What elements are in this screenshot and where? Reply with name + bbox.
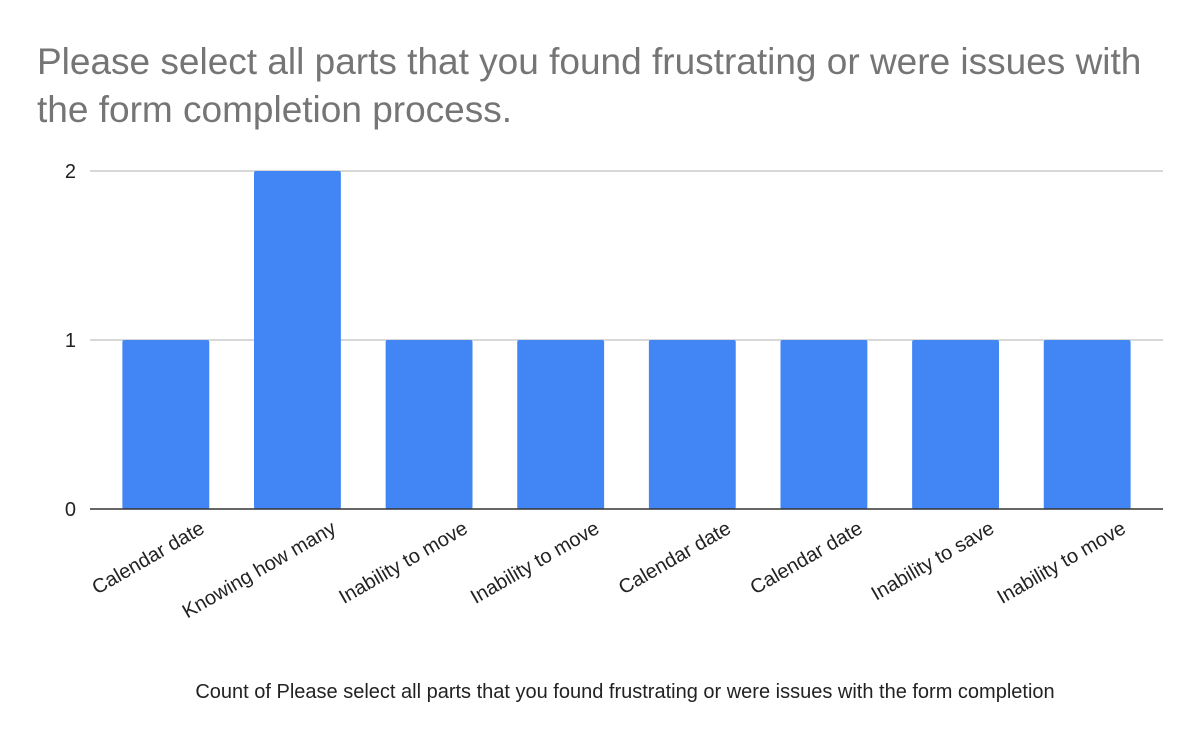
x-tick-label: Inability to save bbox=[868, 517, 998, 605]
bars bbox=[122, 171, 1131, 509]
bar bbox=[385, 340, 473, 509]
bar bbox=[648, 340, 736, 509]
chart-title: Please select all parts that you found f… bbox=[37, 41, 1142, 130]
x-tick-label: Inability to move bbox=[994, 517, 1130, 608]
x-tick-label: Inability to move bbox=[335, 517, 471, 608]
x-tick-label: Inability to move bbox=[467, 517, 603, 608]
x-tick-label: Calendar date bbox=[615, 517, 735, 599]
bar bbox=[912, 340, 999, 509]
bar bbox=[517, 340, 605, 509]
x-tick-label: Calendar date bbox=[747, 517, 867, 599]
x-axis-label: Count of Please select all parts that yo… bbox=[195, 681, 1054, 703]
bar bbox=[122, 340, 210, 509]
x-tick-label: Calendar date bbox=[88, 517, 208, 599]
gridlines bbox=[90, 170, 1163, 341]
bar bbox=[1043, 340, 1131, 509]
y-tick-label: 1 bbox=[65, 330, 76, 352]
y-tick-label: 0 bbox=[65, 499, 76, 521]
bar bbox=[254, 171, 341, 509]
bar bbox=[780, 340, 868, 509]
y-axis-ticks: 0 1 2 bbox=[65, 161, 76, 521]
y-tick-label: 2 bbox=[65, 161, 76, 183]
